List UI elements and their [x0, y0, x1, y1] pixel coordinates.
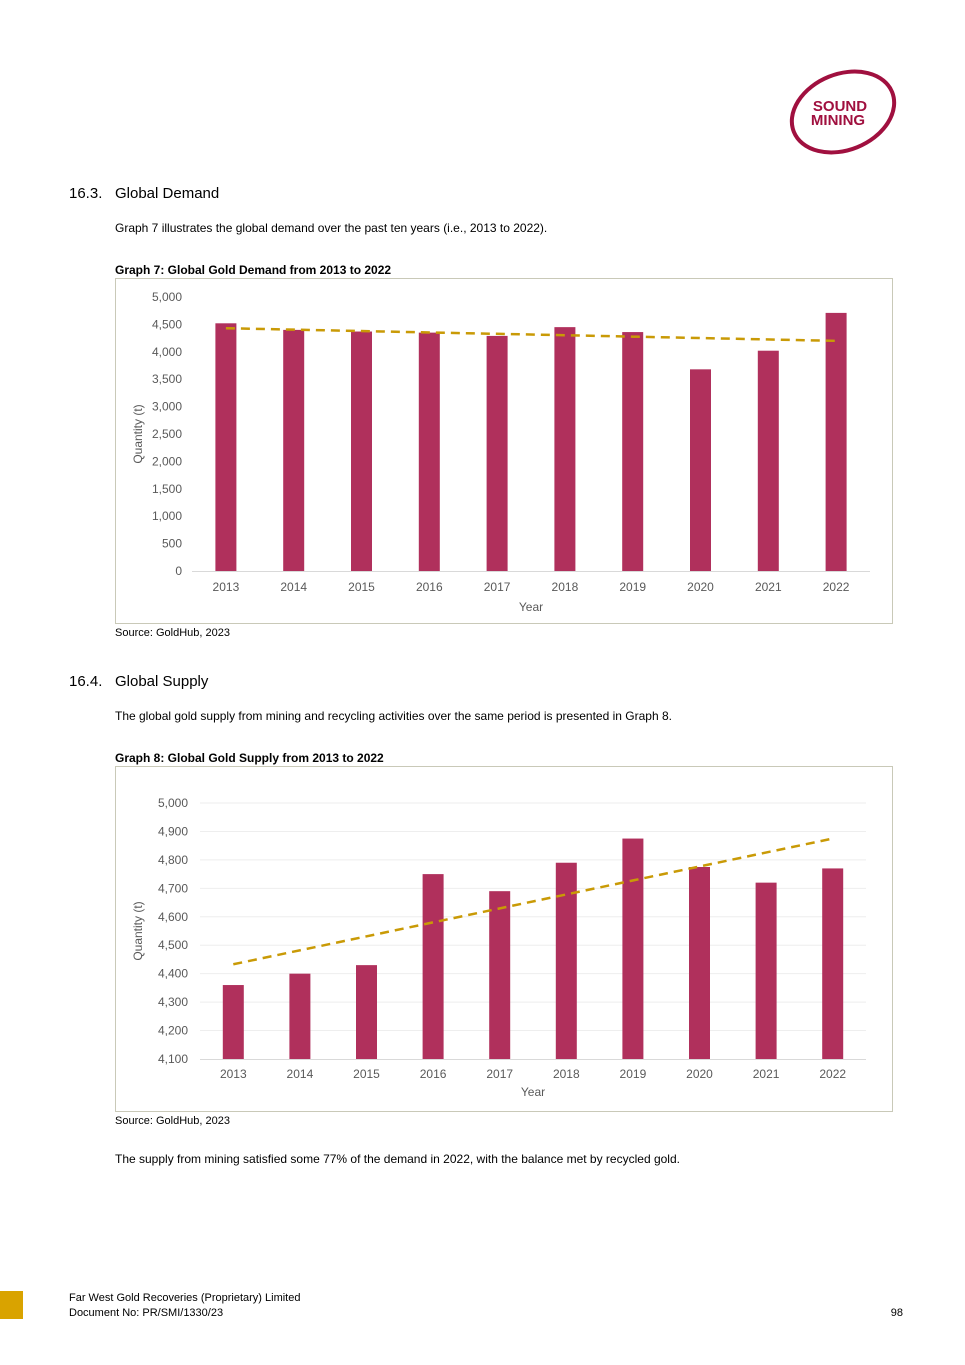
- y-tick-label: 4,700: [158, 881, 188, 895]
- page-number: 98: [890, 1307, 903, 1319]
- graph7-svg: 0 500 1,000 1,500 2,000 2,500 3,000 3,500 4,000 4…: [131, 290, 870, 614]
- bar: [689, 867, 710, 1059]
- x-tick-label: 2013: [220, 1067, 247, 1081]
- section-number: 16.3.: [69, 185, 103, 202]
- bar: [283, 329, 305, 571]
- graph8-chart: 4,100 4,200 4,300 4,400 4,500 4,600 4,700 4,800…: [115, 766, 893, 1112]
- x-tick-label: 2013: [213, 580, 240, 594]
- x-tick-label: 2014: [280, 580, 307, 594]
- graph7-caption: Graph 7: Global Gold Demand from 2013 to…: [115, 263, 392, 277]
- bar: [418, 332, 440, 571]
- x-tick-label: 2015: [348, 580, 375, 594]
- section-heading-demand: 16.3. Global Demand: [69, 185, 219, 202]
- x-tick-label: 2020: [687, 580, 714, 594]
- footer-company: Far West Gold Recoveries (Proprietary) L…: [69, 1292, 301, 1304]
- bar: [486, 335, 508, 571]
- y-tick-label: 4,200: [158, 1024, 188, 1038]
- x-tick-label: 2017: [486, 1067, 513, 1081]
- x-tick-label: 2015: [353, 1067, 380, 1081]
- y-tick-label: 4,800: [158, 853, 188, 867]
- logo-text-line2: MINING: [811, 112, 865, 129]
- supply-conclusion-text: The supply from mining satisfied some 77…: [115, 1152, 680, 1166]
- y-tick-label: 4,400: [158, 967, 188, 981]
- x-tick-label: 2018: [553, 1067, 580, 1081]
- y-tick-label: 4,100: [158, 1052, 188, 1066]
- bar: [356, 965, 377, 1059]
- y-tick-label: 1,000: [152, 509, 182, 523]
- x-tick-label: 2019: [619, 580, 646, 594]
- section-number: 16.4.: [69, 673, 103, 690]
- x-tick-label: 2016: [416, 580, 443, 594]
- bar: [622, 838, 644, 1059]
- logo-text-line1: SOUND: [813, 98, 867, 115]
- y-tick-label: 0: [175, 564, 182, 578]
- graph7-chart: 0 500 1,000 1,500 2,000 2,500 3,000 3,500 4,000 4…: [115, 278, 893, 624]
- y-tick-label: 2,500: [152, 427, 182, 441]
- bar: [690, 369, 711, 571]
- supply-intro-text: The global gold supply from mining and r…: [115, 709, 672, 723]
- x-tick-label: 2020: [686, 1067, 713, 1081]
- demand-intro-text: Graph 7 illustrates the global demand ov…: [115, 221, 548, 235]
- bar: [555, 862, 577, 1059]
- bar: [222, 985, 244, 1059]
- section-title: Global Supply: [115, 673, 209, 690]
- x-tick-label: 2022: [823, 580, 850, 594]
- x-tick-label: 2016: [420, 1067, 447, 1081]
- x-tick-label: 2014: [287, 1067, 314, 1081]
- y-tick-label: 3,000: [152, 400, 182, 414]
- x-tick-label: 2021: [753, 1067, 780, 1081]
- bar: [554, 327, 576, 571]
- y-tick-label: 2,000: [152, 454, 182, 468]
- graph8-source: Source: GoldHub, 2023: [115, 1115, 230, 1127]
- x-tick-label: 2018: [552, 580, 579, 594]
- x-tick-label: 2019: [620, 1067, 647, 1081]
- bar: [422, 874, 444, 1059]
- y-tick-label: 500: [162, 537, 182, 551]
- footer-document-number: Document No: PR/SMI/1330/23: [69, 1307, 224, 1319]
- y-tick-label: 4,500: [158, 938, 188, 952]
- y-tick-label: 4,500: [152, 317, 182, 331]
- trendline: [225, 326, 837, 343]
- bar: [351, 331, 372, 571]
- bar: [215, 323, 237, 571]
- bar: [622, 332, 644, 571]
- graph7-source: Source: GoldHub, 2023: [115, 627, 230, 639]
- y-tick-label: 5,000: [152, 290, 182, 304]
- x-axis-label: Year: [519, 600, 543, 614]
- footer-color-tab: [0, 1291, 23, 1319]
- x-tick-label: 2022: [819, 1067, 846, 1081]
- x-tick-label: 2021: [755, 580, 782, 594]
- bar: [757, 350, 779, 571]
- y-tick-label: 5,000: [158, 796, 188, 810]
- sound-mining-logo: SOUND MINING: [789, 69, 897, 155]
- y-tick-label: 4,300: [158, 995, 188, 1009]
- bar: [822, 868, 844, 1059]
- bar: [489, 891, 511, 1059]
- graph8-caption: Graph 8: Global Gold Supply from 2013 to…: [115, 751, 384, 765]
- y-axis-label: Quantity (t): [131, 404, 145, 463]
- y-tick-label: 1,500: [152, 482, 182, 496]
- x-axis-label: Year: [521, 1085, 545, 1099]
- y-tick-label: 4,900: [158, 824, 188, 838]
- y-tick-label: 4,600: [158, 910, 188, 924]
- y-tick-label: 3,500: [152, 372, 182, 386]
- bar: [755, 882, 777, 1059]
- bar: [825, 312, 847, 571]
- y-tick-label: 4,000: [152, 345, 182, 359]
- footer-info: Far West Gold Recoveries (Proprietary) L…: [69, 1291, 300, 1321]
- section-heading-supply: 16.4. Global Supply: [69, 673, 208, 690]
- graph8-svg: 4,100 4,200 4,300 4,400 4,500 4,600 4,700 4,800…: [131, 796, 866, 1099]
- trendline: [233, 837, 833, 966]
- section-title: Global Demand: [115, 185, 220, 202]
- x-tick-label: 2017: [484, 580, 511, 594]
- y-axis-label: Quantity (t): [131, 901, 145, 960]
- bar: [289, 973, 311, 1059]
